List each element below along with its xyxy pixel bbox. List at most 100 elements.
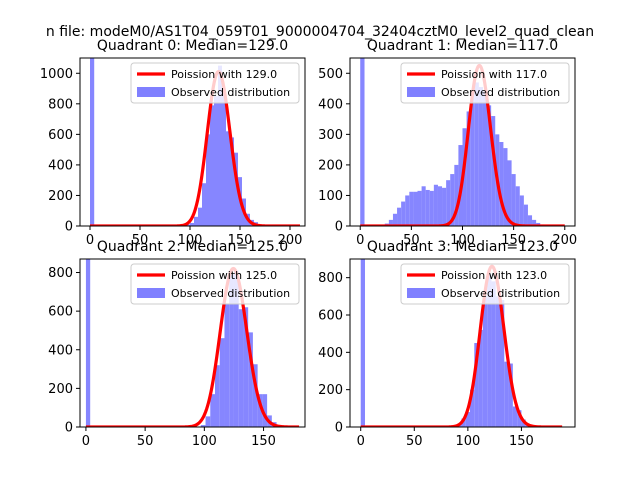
y-tick-label: 1000 [40,67,73,82]
hist-bar [450,174,455,226]
x-tick-label: 0 [86,233,94,248]
hist-bar [462,128,467,226]
hist-bar [234,152,238,226]
hist-bar [500,300,505,427]
y-tick-label: 400 [48,158,73,173]
hist-bar [229,274,234,427]
hist-bar [210,105,214,226]
y-tick-label: 300 [318,128,343,143]
subplot-3: 0 50 100 150 0 200 400 600 800 Poission with 123.… [318,239,576,449]
hist-bar [205,416,211,427]
x-tick-label: 100 [192,434,217,449]
hist-bar [198,207,202,226]
hist-bar [442,187,447,226]
y-tick-label: 0 [65,220,73,235]
x-tick-label: 100 [450,233,475,248]
hist-bar [388,219,393,226]
hist-bar [214,96,218,226]
y-tick-label: 100 [318,189,343,204]
hist-bar [446,180,451,226]
axes-frame [79,258,306,428]
hist-bar [466,111,471,226]
hist-bar [257,394,263,427]
plot-area [84,259,301,427]
x-tick-label: 50 [137,434,154,449]
hist-bar [495,296,500,427]
hist-bar [202,183,206,226]
y-tick-label: 800 [48,97,73,112]
hist-bar [511,174,516,226]
figure-suptitle: n file: modeM0/AS1T04_059T01_9000004704_… [46,24,594,40]
legend: Poission with 117.0 Observed distribution [400,62,570,104]
hist-bar [478,329,483,427]
hist-bar [437,186,443,226]
hist-bar [194,216,198,226]
hist-bar [262,394,268,427]
hist-bar [478,87,483,226]
hist-bar [186,224,190,226]
y-tick-label: 200 [318,158,343,173]
hist-bar [190,222,194,226]
hist-bar [499,142,504,226]
hist-bar [85,259,91,427]
legend-bar-label: Observed distribution [441,287,560,300]
hist-bar [519,195,524,226]
legend: Poission with 123.0 Observed distribution [400,263,570,305]
y-tick-label: 400 [48,343,73,358]
legend-box [130,263,300,305]
hist-bar [252,364,258,427]
legend-line-label: Poission with 125.0 [171,269,277,282]
hist-bar [409,191,414,226]
subplot-title: Quadrant 2: Median=125.0 [97,239,288,255]
hist-bar [401,201,406,226]
hist-bar [461,418,466,427]
x-tick-label: 50 [403,233,420,248]
hist-bar [90,58,95,226]
x-tick-label: 0 [357,434,365,449]
hist-bar [248,332,253,427]
hist-bar [507,160,512,226]
y-tick-label: 600 [48,305,73,320]
y-tick-label: 600 [318,309,343,324]
hist-bar [210,394,215,427]
y-tick-label: 200 [318,383,343,398]
hist-bar [360,58,365,226]
y-tick-label: 0 [65,421,73,436]
y-tick-label: 200 [48,382,73,397]
hist-bar [226,131,230,226]
hist-bar [425,189,430,226]
x-tick-label: 200 [278,233,303,248]
hist-bar [454,164,459,226]
y-tick-label: 0 [335,220,343,235]
x-tick-label: 150 [501,233,526,248]
x-tick-label: 100 [178,233,203,248]
y-tick-label: 800 [48,266,73,281]
subplot-title: Quadrant 0: Median=129.0 [97,38,288,54]
legend-box [400,263,570,305]
hist-bar [470,91,475,226]
subplot-2: 0 50 100 150 0 200 400 600 800 Poission with 125.… [48,239,306,449]
hist-bar [397,207,402,226]
hist-bar [474,82,479,226]
legend-bar-label: Observed distribution [171,287,290,300]
hist-bar [470,389,475,427]
hist-bar [523,204,528,226]
hist-bar [392,213,398,226]
y-tick-label: 500 [318,67,343,82]
x-tick-label: 50 [132,233,149,248]
hist-bar [429,190,434,226]
hist-bar [491,281,496,427]
y-tick-label: 600 [48,128,73,143]
hist-bar [405,195,410,226]
hist-bar [243,307,249,427]
subplot-1: 0 50 100 150 200 0 100 200 300 400 500 Poission wit… [318,38,577,248]
legend-bar-swatch [137,87,165,97]
hist-bar [206,134,210,226]
hist-bar [504,361,509,427]
hist-bar [413,191,418,226]
hist-bar [474,343,479,427]
hist-bar [508,363,513,427]
hist-bar [219,338,225,427]
